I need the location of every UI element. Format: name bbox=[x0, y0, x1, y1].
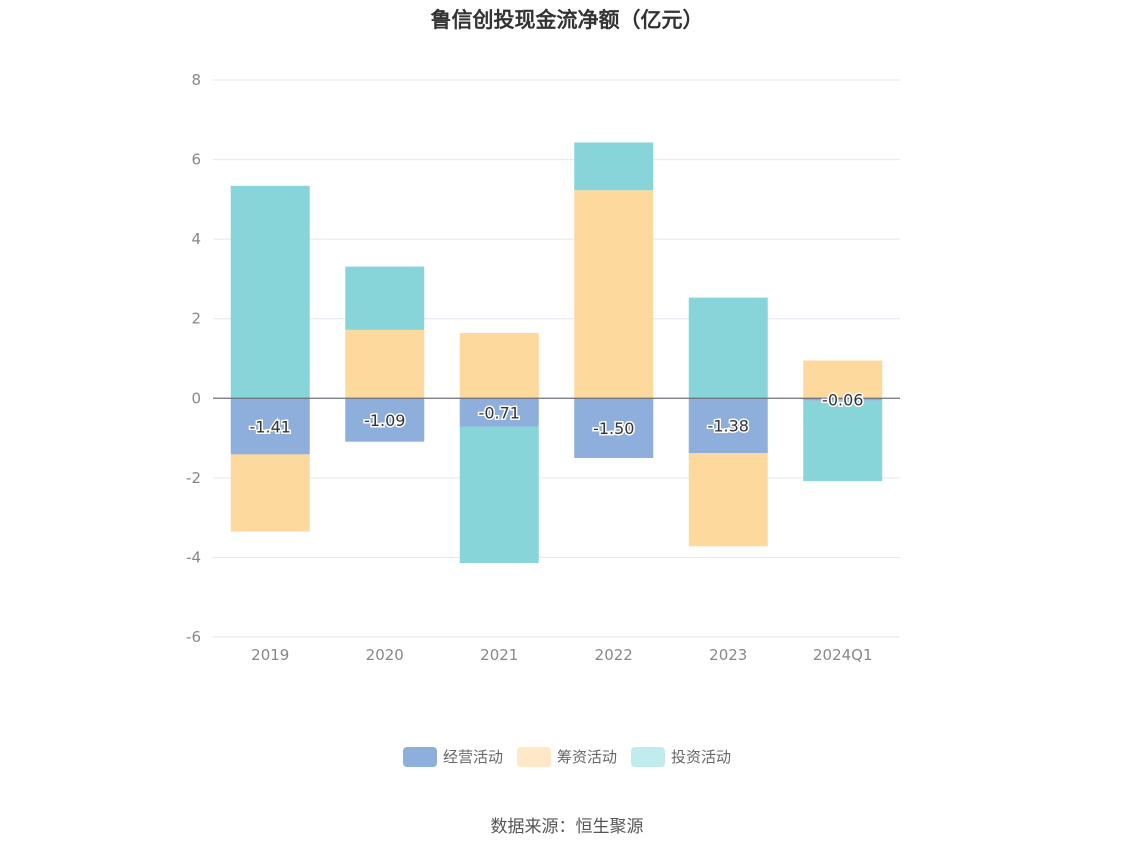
data-label: -1.09 bbox=[364, 411, 405, 430]
x-tick-label: 2022 bbox=[595, 646, 633, 664]
bar-segment[interactable] bbox=[574, 398, 654, 458]
x-tick-label: 2020 bbox=[366, 646, 404, 664]
legend-swatch-investing bbox=[631, 746, 665, 767]
data-label: -1.38 bbox=[708, 417, 749, 436]
legend-swatch-operating bbox=[402, 746, 437, 767]
data-labels: -1.41 -1.09 -0.71 -1.50 -1.38 -0.06 bbox=[248, 389, 865, 440]
bar-segment[interactable] bbox=[230, 454, 310, 532]
legend: 经营活动 筹资活动 投资活动 bbox=[0, 746, 1134, 767]
y-tick-label: 6 bbox=[191, 151, 201, 169]
legend-label-operating: 经营活动 bbox=[442, 748, 503, 766]
x-tick-label: 2024Q1 bbox=[813, 646, 873, 664]
x-tick-label: 2023 bbox=[709, 646, 747, 664]
grid-lines bbox=[213, 79, 900, 638]
bar-segment[interactable] bbox=[230, 398, 310, 455]
bar-segment[interactable] bbox=[688, 297, 768, 399]
bar-segment[interactable] bbox=[574, 190, 654, 399]
y-tick-label: -4 bbox=[186, 548, 201, 566]
bar-segment[interactable] bbox=[345, 266, 425, 330]
data-label: -1.41 bbox=[250, 417, 291, 436]
bar-segment[interactable] bbox=[803, 360, 883, 399]
bar-segment[interactable] bbox=[688, 453, 768, 547]
axis-labels: 8 6 4 2 0 -2 -4 -6 2019 2020 2021 2022 2023 2024Q1 bbox=[186, 71, 872, 664]
legend-item-financing[interactable]: 筹资活动 bbox=[516, 746, 617, 767]
legend-item-operating[interactable]: 经营活动 bbox=[402, 746, 503, 767]
bar-group bbox=[230, 142, 883, 563]
legend-item-investing[interactable]: 投资活动 bbox=[631, 746, 731, 767]
data-label: -0.71 bbox=[479, 403, 520, 422]
legend-label-financing: 筹资活动 bbox=[556, 748, 617, 766]
bar-segment[interactable] bbox=[230, 185, 310, 399]
y-tick-label: 2 bbox=[191, 310, 201, 328]
source-note: 数据来源：恒生聚源 bbox=[490, 817, 644, 837]
y-tick-label: -6 bbox=[186, 628, 201, 646]
bar-segment[interactable] bbox=[459, 333, 539, 399]
data-label: -1.50 bbox=[593, 419, 634, 438]
y-tick-label: 4 bbox=[191, 230, 201, 248]
legend-swatch-financing bbox=[516, 746, 551, 767]
x-tick-label: 2021 bbox=[480, 646, 518, 664]
bar-segment[interactable] bbox=[803, 398, 883, 401]
bar-segment[interactable] bbox=[345, 398, 425, 442]
bar-segment[interactable] bbox=[459, 398, 539, 427]
bar-segment[interactable] bbox=[688, 398, 768, 454]
bar-segment[interactable] bbox=[345, 329, 425, 399]
data-label: -0.06 bbox=[822, 390, 863, 409]
y-tick-label: 8 bbox=[191, 71, 201, 89]
bar-segment[interactable] bbox=[459, 426, 539, 563]
x-tick-label: 2019 bbox=[251, 646, 289, 664]
y-tick-label: -2 bbox=[186, 469, 201, 487]
bar-segment[interactable] bbox=[803, 400, 883, 482]
bar-segment[interactable] bbox=[574, 142, 654, 191]
y-tick-label: 0 bbox=[191, 389, 201, 407]
chart-title: 鲁信创投现金流净额（亿元） bbox=[430, 8, 704, 32]
legend-label-investing: 投资活动 bbox=[671, 748, 732, 766]
